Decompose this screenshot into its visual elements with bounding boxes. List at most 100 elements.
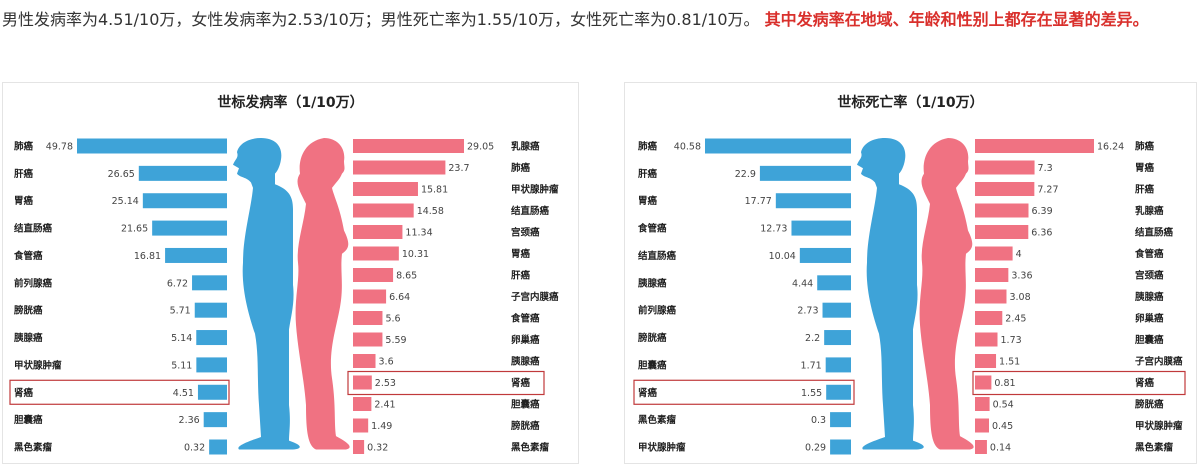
male-value-label: 1.55 <box>801 388 822 399</box>
female-category-label: 子宫内膜癌 <box>511 291 559 303</box>
male-category-label: 胰腺癌 <box>638 277 667 289</box>
female-bar <box>353 332 383 347</box>
female-category-label: 食管癌 <box>510 313 540 325</box>
female-silhouette-icon <box>919 138 974 450</box>
female-value-label: 10.31 <box>402 249 429 260</box>
male-value-label: 17.77 <box>745 196 772 207</box>
female-value-label: 0.45 <box>992 421 1013 432</box>
intro-highlight: 其中发病率在地域、年龄和性别上都存在显著的差异。 <box>764 10 1149 29</box>
male-bar <box>142 193 227 209</box>
male-bar <box>203 412 227 428</box>
male-value-label: 2.73 <box>797 306 818 317</box>
female-value-label: 29.05 <box>467 142 494 153</box>
male-value-label: 40.58 <box>674 142 701 153</box>
male-value-label: 5.11 <box>171 360 192 371</box>
male-bar <box>759 165 851 181</box>
female-category-label: 胆囊癌 <box>511 399 540 411</box>
male-value-label: 16.81 <box>134 251 161 262</box>
male-category-label: 肾癌 <box>638 387 658 399</box>
male-category-label: 结直肠癌 <box>13 223 53 235</box>
female-category-label: 胰腺癌 <box>511 356 540 368</box>
female-value-label: 0.14 <box>990 443 1011 454</box>
male-highlight-box <box>633 379 855 405</box>
female-bar <box>353 311 383 325</box>
male-category-label: 甲状腺肿瘤 <box>638 442 686 454</box>
female-value-label: 0.54 <box>993 400 1014 411</box>
female-value-label: 23.7 <box>448 163 469 174</box>
male-category-label: 胆囊癌 <box>14 414 43 426</box>
female-value-label: 14.58 <box>417 206 444 217</box>
female-bar <box>975 354 997 368</box>
male-value-label: 26.65 <box>108 169 135 180</box>
female-category-label: 卵巢癌 <box>511 334 540 346</box>
female-category-label: 结直肠癌 <box>510 205 550 217</box>
male-bar <box>775 193 851 209</box>
male-value-label: 1.71 <box>801 360 822 371</box>
female-bar <box>975 246 1013 261</box>
female-category-label: 宫颈癌 <box>1135 270 1164 282</box>
male-category-label: 前列腺癌 <box>14 277 53 289</box>
male-value-label: 4.51 <box>173 388 194 399</box>
male-category-label: 黑色素瘤 <box>638 414 677 426</box>
female-bar <box>975 182 1035 196</box>
male-category-label: 食管癌 <box>13 250 43 262</box>
male-bar <box>799 247 851 263</box>
male-category-label: 前列腺癌 <box>638 305 677 317</box>
male-value-label: 2.2 <box>805 333 820 344</box>
male-silhouette-icon <box>233 138 300 450</box>
male-value-label: 0.29 <box>805 443 826 454</box>
female-value-label: 8.65 <box>396 271 417 282</box>
female-category-label: 肝癌 <box>1135 184 1155 196</box>
female-value-label: 0.81 <box>994 378 1015 389</box>
male-bar <box>822 302 851 318</box>
female-bar <box>975 440 987 454</box>
female-bar <box>975 375 992 390</box>
male-silhouette-shape <box>857 138 924 450</box>
female-bar <box>975 332 998 347</box>
female-bar <box>353 375 372 390</box>
male-bar <box>165 247 227 263</box>
male-category-label: 结直肠癌 <box>637 250 677 262</box>
female-bar <box>353 225 403 239</box>
male-value-label: 5.71 <box>170 306 191 317</box>
female-value-label: 5.59 <box>385 335 406 346</box>
female-silhouette-shape <box>295 138 350 450</box>
female-value-label: 11.34 <box>405 228 432 239</box>
female-silhouette-icon <box>295 138 350 450</box>
male-silhouette-icon <box>857 138 924 450</box>
incidence-chart-panel: 世标发病率（1/10万） 49.78 肺癌 26.65 肝癌 25.14 胃癌 21.65 结… <box>2 82 579 464</box>
male-value-label: 49.78 <box>46 142 73 153</box>
female-value-label: 4 <box>1016 249 1022 260</box>
female-bar <box>353 289 387 304</box>
female-value-label: 1.73 <box>1001 335 1022 346</box>
male-category-label: 肝癌 <box>14 168 34 180</box>
incidence-chart-svg: 49.78 肺癌 26.65 肝癌 25.14 胃癌 21.65 结直肠癌 16.81 食管癌 6.… <box>9 138 559 455</box>
female-category-label: 乳腺癌 <box>1135 205 1164 217</box>
female-value-label: 1.49 <box>371 421 392 432</box>
female-value-label: 3.36 <box>1011 271 1032 282</box>
female-value-label: 1.51 <box>999 357 1020 368</box>
female-category-label: 甲状腺肿瘤 <box>511 184 559 196</box>
male-category-label: 肾癌 <box>14 387 34 399</box>
male-category-label: 膀胱癌 <box>13 305 43 317</box>
female-value-label: 15.81 <box>421 185 448 196</box>
male-bar <box>830 439 851 455</box>
male-bar <box>791 220 851 236</box>
female-value-label: 7.3 <box>1038 163 1053 174</box>
female-bar <box>975 289 1007 304</box>
male-category-label: 肺癌 <box>637 141 658 153</box>
female-silhouette-shape <box>919 138 974 450</box>
female-category-label: 胃癌 <box>511 248 531 260</box>
female-value-label: 7.27 <box>1037 185 1058 196</box>
female-category-label: 子宫内膜癌 <box>1135 356 1183 368</box>
female-category-label: 宫颈癌 <box>511 227 540 239</box>
female-value-label: 3.6 <box>379 357 394 368</box>
female-bar <box>975 418 989 433</box>
female-bar <box>353 139 464 153</box>
male-bar <box>192 275 227 291</box>
chart-title: 世标发病率（1/10万） <box>217 95 364 111</box>
male-bar <box>209 439 227 455</box>
female-bar <box>975 268 1009 282</box>
male-value-label: 4.44 <box>792 278 813 289</box>
male-category-label: 胃癌 <box>14 195 34 207</box>
